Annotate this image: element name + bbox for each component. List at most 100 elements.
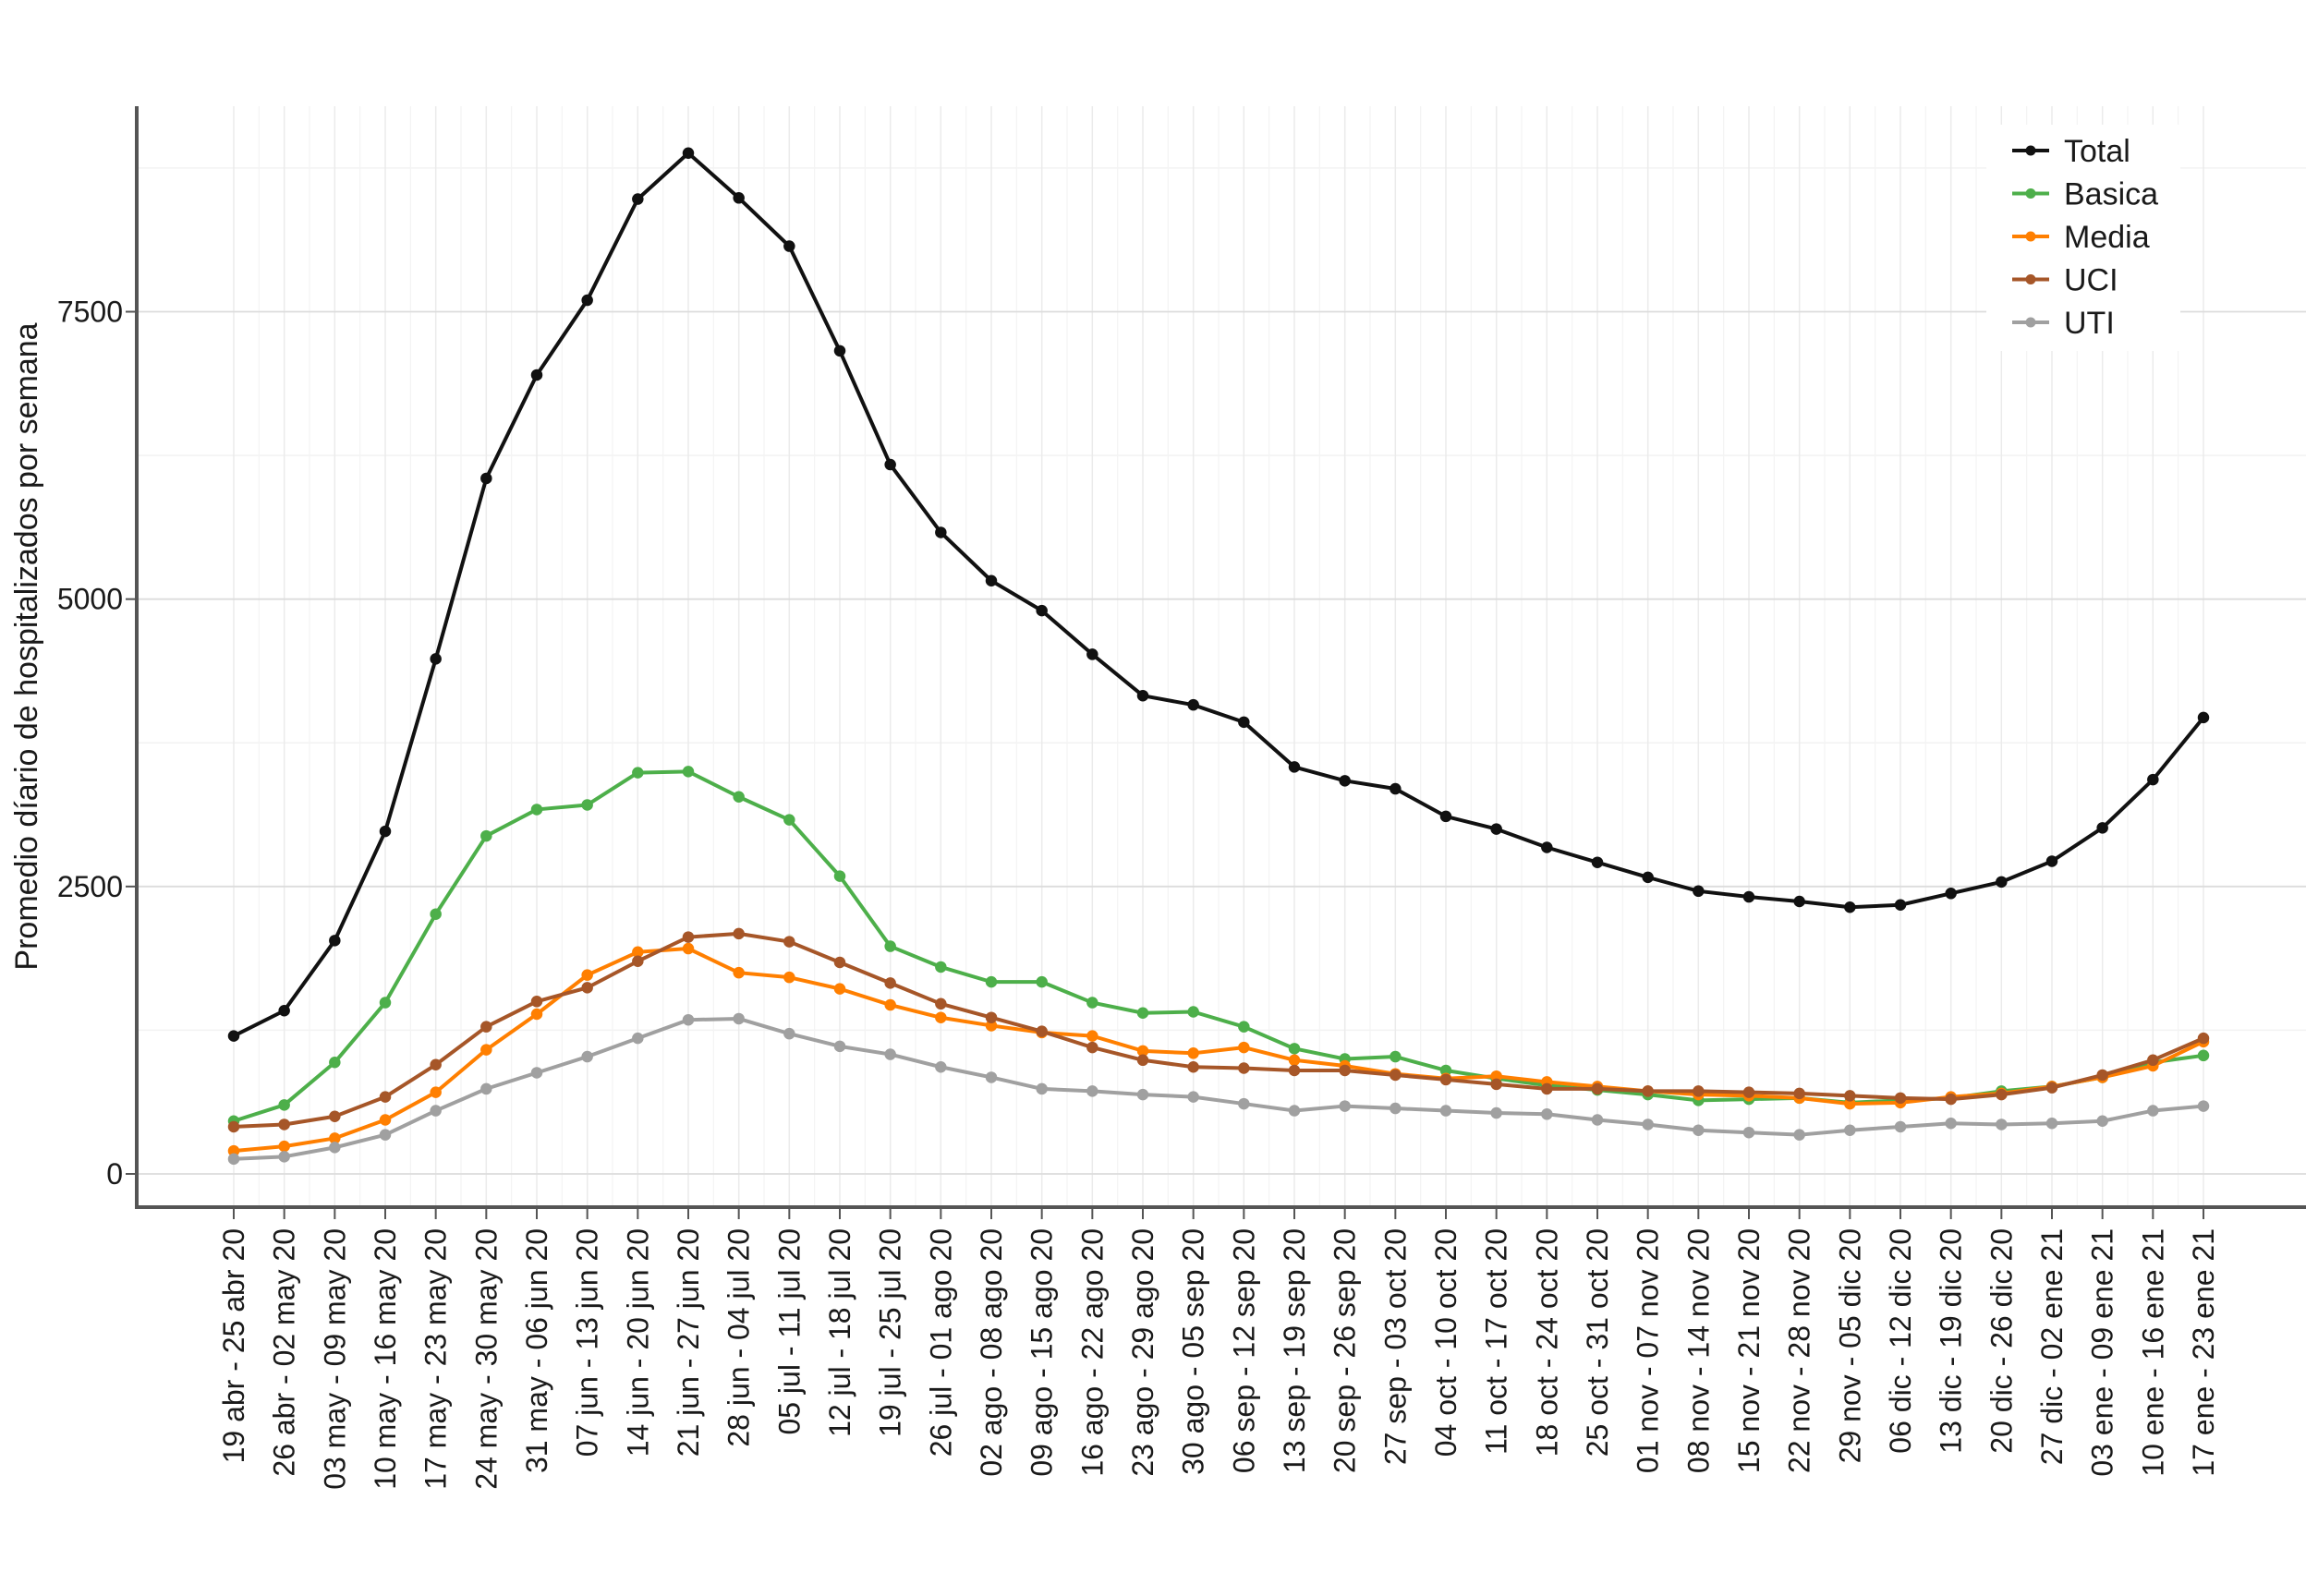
data-point-basica [278,1099,290,1111]
data-point-uci [227,1120,240,1133]
data-point-total [2096,822,2108,834]
data-point-basica [430,908,442,920]
data-point-uci [1642,1085,1654,1097]
x-tick-label: 09 ago - 15 ago 20 [1026,1228,1059,1477]
data-point-uti [1844,1124,1856,1136]
data-point-media [1288,1054,1301,1067]
data-point-uci [1742,1086,1755,1098]
data-point-uti [379,1129,392,1141]
data-point-uci [2147,1054,2159,1067]
data-point-basica [581,799,593,811]
data-point-total [1339,775,1351,787]
legend-marker-uci [2025,274,2036,284]
data-point-uci [2096,1069,2108,1082]
data-point-uti [733,1012,745,1025]
grid-lines [139,106,2306,1205]
data-point-basica [935,961,947,973]
data-point-uci [833,956,846,969]
x-tick-label: 27 sep - 03 oct 20 [1378,1228,1412,1465]
data-point-uti [1086,1085,1098,1097]
x-tick-label: 29 nov - 05 dic 20 [1833,1228,1866,1463]
x-tick-label: 01 nov - 07 nov 20 [1632,1228,1665,1473]
x-tick-label: 23 ago - 29 ago 20 [1126,1228,1159,1477]
x-tick-label: 06 dic - 12 dic 20 [1884,1228,1917,1454]
data-point-total [884,458,896,471]
data-point-uti [2197,1100,2210,1112]
x-tick-label: 07 jun - 13 jun 20 [571,1228,604,1457]
x-tick-label: 21 jun - 27 jun 20 [672,1228,705,1457]
data-point-total [2045,855,2058,867]
legend-marker-basica [2025,188,2036,199]
x-tick-label: 10 may - 16 may 20 [369,1228,402,1490]
data-point-total [1642,871,1654,884]
data-point-total [682,147,695,159]
y-tick-label: 5000 [57,583,123,616]
data-point-uci [480,1021,492,1033]
data-point-uti [783,1027,795,1040]
x-tick-label: 20 dic - 26 dic 20 [1984,1228,2018,1454]
legend-label-media: Media [2064,220,2150,255]
data-point-uci [682,931,695,943]
data-point-media [733,966,745,979]
data-point-uci [1390,1069,1402,1082]
data-point-uti [1894,1120,1907,1133]
data-point-uci [632,955,644,967]
series-uti [227,1012,2210,1166]
data-point-uci [581,982,593,994]
x-tick-label: 05 jul - 11 jul 20 [772,1228,806,1435]
data-point-media [1238,1041,1250,1054]
data-point-uci [1238,1062,1250,1074]
y-tick-label: 7500 [57,296,123,329]
data-point-total [430,653,442,665]
data-point-uti [530,1067,543,1079]
data-point-uci [1136,1054,1149,1067]
data-point-total [985,574,998,587]
data-point-total [379,825,392,838]
data-point-media [783,971,795,984]
x-tick-labels: 19 abr - 25 abr 20 26 abr - 02 may 20 03 m… [217,1209,2220,1490]
data-point-uti [278,1151,290,1163]
x-tick-label: 06 sep - 12 sep 20 [1227,1228,1260,1473]
data-point-uci [278,1118,290,1130]
x-tick-label: 11 oct - 17 oct 20 [1480,1228,1513,1455]
x-tick-label: 22 nov - 28 nov 20 [1783,1228,1816,1473]
data-point-total [1742,890,1755,903]
data-point-basica [329,1057,341,1069]
data-point-basica [480,829,492,842]
data-point-total [1591,856,1604,868]
data-point-uci [2197,1032,2210,1045]
x-tick-label: 04 oct - 10 oct 20 [1429,1228,1462,1457]
y-tick-label: 0 [106,1157,123,1191]
data-point-media [480,1044,492,1056]
data-point-uci [1086,1041,1098,1054]
data-point-basica [1187,1006,1199,1018]
data-point-basica [1086,997,1098,1009]
data-point-uci [1541,1082,1553,1095]
data-point-uti [1693,1124,1705,1136]
x-tick-label: 08 nov - 14 nov 20 [1681,1228,1715,1473]
data-point-basica [632,767,644,779]
legend-item-basica: Basica [2012,177,2158,212]
data-point-uci [530,996,543,1008]
data-point-uti [1439,1105,1452,1117]
data-point-media [884,998,896,1011]
data-point-uti [682,1013,695,1026]
data-point-total [733,192,745,204]
data-point-basica [682,766,695,778]
data-point-total [1136,689,1149,702]
data-point-total [1187,698,1199,711]
data-point-uci [733,927,745,940]
data-point-uti [1036,1082,1048,1095]
data-point-uti [227,1153,240,1166]
data-point-total [632,193,644,205]
data-point-total [2197,711,2210,724]
data-point-total [1793,895,1805,908]
data-point-uti [884,1048,896,1060]
data-point-basica [884,940,896,952]
x-tick-label: 28 jun - 04 jul 20 [722,1228,756,1447]
data-point-uti [1339,1100,1351,1112]
x-tick-label: 13 dic - 19 dic 20 [1935,1228,1968,1454]
legend-item-total: Total [2012,134,2130,169]
